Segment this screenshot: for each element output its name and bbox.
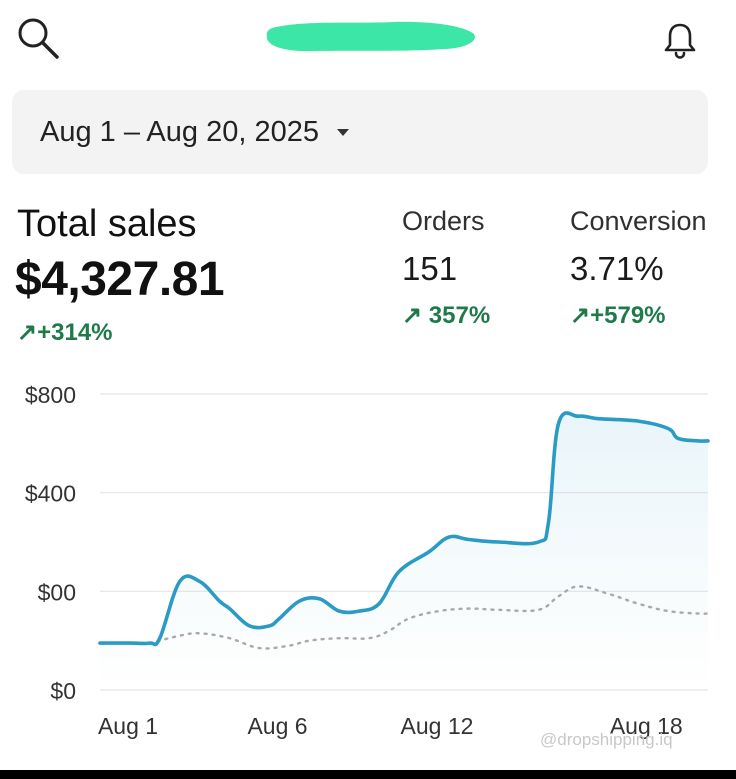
y-tick-label: $800 [25,382,76,408]
total-sales-value: $4,327.81 [15,253,225,306]
conversion-change: ↗+579% [570,302,666,329]
top-bar [0,0,736,82]
chart-series [98,411,710,690]
trend-up-arrow-icon: ↗ [570,302,591,329]
trend-up-arrow-icon: ↗ [17,319,38,346]
orders-change: ↗ 357% [402,302,491,329]
search-button[interactable] [12,12,64,64]
trend-up-arrow-icon: ↗ [402,302,423,329]
y-tick-label: $00 [38,579,76,605]
y-axis-labels: $0 $00 $400 $800 [25,382,76,704]
search-icon [18,18,59,59]
total-sales-change: ↗+314% [17,319,113,346]
store-name-redacted [266,21,475,52]
sales-line-chart[interactable]: $0 $00 $400 $800 Aug 1 Aug 6 Aug 12 Aug 18 [0,370,736,770]
date-range-picker[interactable]: Aug 1 – Aug 20, 2025 [12,90,708,174]
caret-down-icon [336,128,349,136]
x-tick-label: Aug 18 [610,713,683,739]
bottom-edge-bar [0,770,736,779]
y-tick-label: $0 [50,678,76,704]
x-tick-label: Aug 6 [247,713,307,739]
watermark-text: @dropshipping.iq [540,730,673,749]
orders-value: 151 [402,250,458,287]
x-tick-label: Aug 1 [98,713,158,739]
total-sales-label: Total sales [17,203,197,245]
date-range-label: Aug 1 – Aug 20, 2025 [40,115,319,148]
y-tick-label: $400 [25,481,76,507]
bell-icon [664,23,696,59]
sales-area-fill [100,412,708,690]
x-tick-label: Aug 12 [401,713,474,739]
sales-series-line [98,411,710,647]
x-axis-labels: Aug 1 Aug 6 Aug 12 Aug 18 [98,713,683,739]
conversion-value: 3.71% [570,250,664,287]
notifications-button[interactable] [654,14,706,66]
conversion-label: Conversion [570,206,707,236]
orders-label: Orders [402,206,485,236]
